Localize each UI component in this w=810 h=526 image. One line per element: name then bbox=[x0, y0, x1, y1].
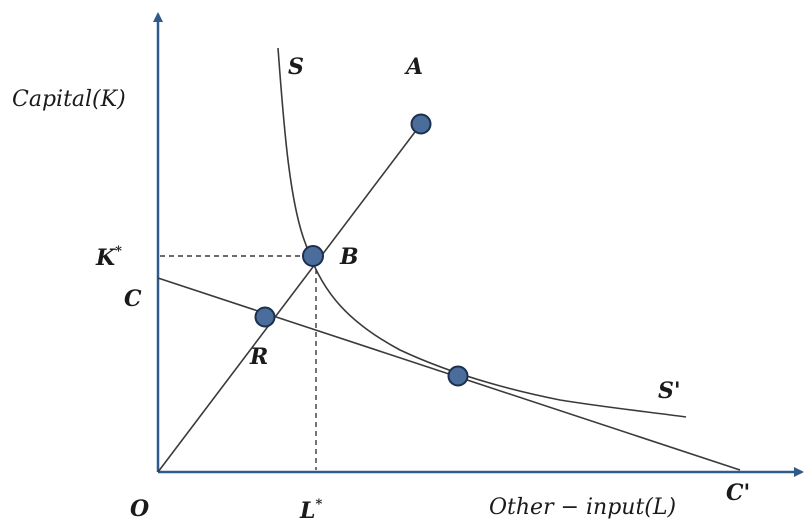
point-a-label: A bbox=[404, 54, 423, 80]
y-axis-label: Capital(K) bbox=[12, 87, 126, 112]
expansion-ray bbox=[157, 123, 422, 473]
point-b bbox=[302, 245, 324, 267]
tangency-point bbox=[447, 365, 469, 387]
isoquant-curve bbox=[277, 47, 687, 418]
isoquant-label-s: S bbox=[288, 54, 304, 80]
l-star-label: L* bbox=[299, 497, 322, 524]
point-r bbox=[254, 306, 276, 328]
point-r-label: R bbox=[249, 344, 268, 370]
x-axis-label: Other − input(L) bbox=[489, 495, 676, 520]
k-star-label: K* bbox=[95, 244, 122, 271]
isocost-label-c-prime: C' bbox=[726, 480, 750, 506]
point-b-label: B bbox=[339, 244, 359, 270]
isoquant-label-s-prime: S' bbox=[658, 378, 681, 404]
isocost-label-c: C bbox=[124, 286, 142, 312]
point-a bbox=[410, 113, 432, 135]
origin-label: O bbox=[130, 496, 149, 522]
